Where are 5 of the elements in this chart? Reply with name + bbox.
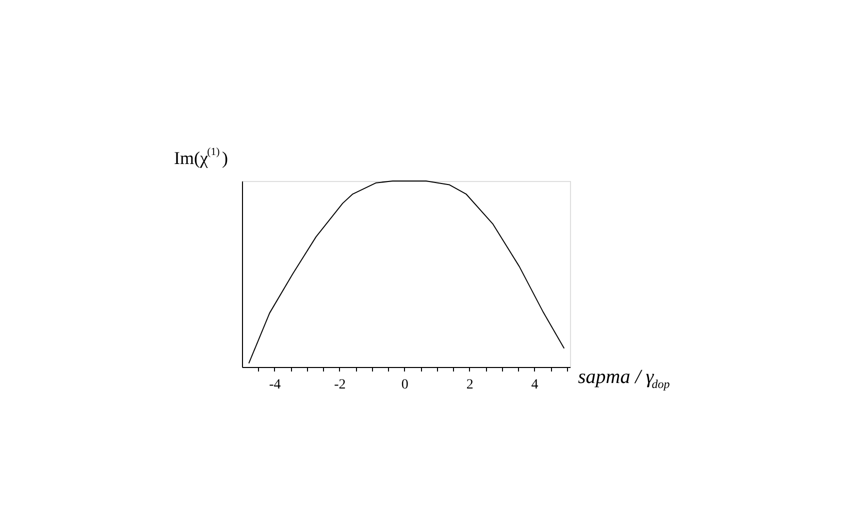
x-tick-label: 4	[531, 378, 538, 392]
x-tick-label: 0	[401, 378, 408, 392]
x-tick-label: -4	[269, 378, 281, 392]
x-tick-label: -2	[334, 378, 346, 392]
x-tick-label: 2	[466, 378, 474, 392]
